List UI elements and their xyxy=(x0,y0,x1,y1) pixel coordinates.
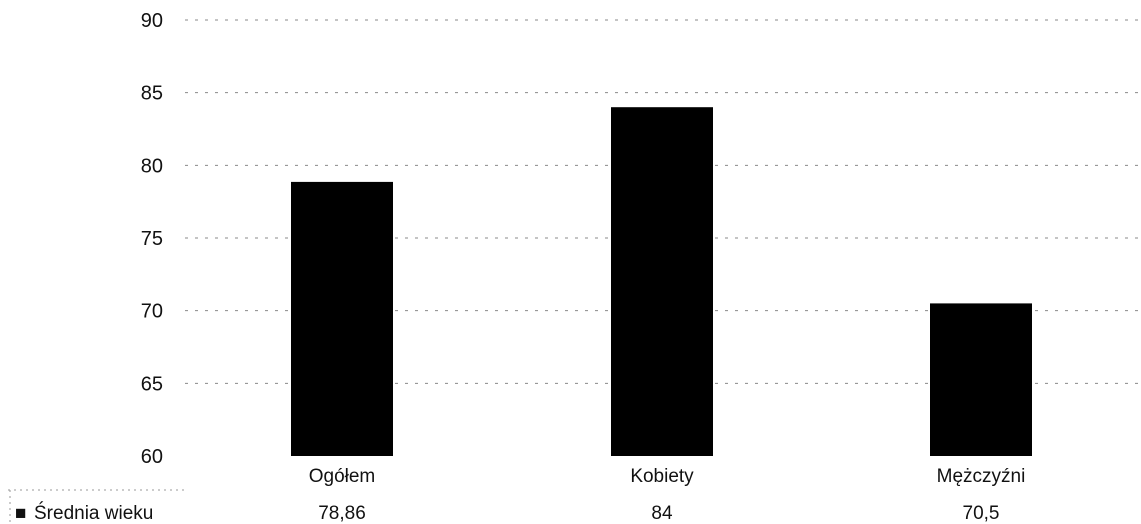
y-tick-label: 60 xyxy=(141,446,163,468)
y-tick-label: 70 xyxy=(141,301,163,323)
data-table-value: 78,86 xyxy=(318,503,366,524)
data-table-value: 70,5 xyxy=(963,503,1000,524)
legend-marker: ■ xyxy=(15,503,26,524)
y-tick-label: 80 xyxy=(141,155,163,177)
y-axis-ticks: 60 65 70 75 80 85 90 xyxy=(141,10,163,468)
data-table-value: 84 xyxy=(651,503,673,524)
bar xyxy=(291,181,393,456)
category-labels: Ogółem Kobiety Mężczyźni xyxy=(309,466,1026,487)
bar xyxy=(611,107,713,456)
y-tick-label: 65 xyxy=(141,373,163,395)
category-label: Mężczyźni xyxy=(937,466,1026,487)
y-tick-label: 90 xyxy=(141,10,163,32)
category-label: Kobiety xyxy=(630,466,694,487)
data-table: ■ Średnia wieku xyxy=(8,489,185,524)
value-labels: 78,86 84 70,5 xyxy=(318,503,999,524)
legend-series-name: Średnia wieku xyxy=(34,502,153,524)
category-label: Ogółem xyxy=(309,466,376,487)
y-tick-label: 85 xyxy=(141,83,163,105)
bars xyxy=(291,107,1032,456)
y-tick-label: 75 xyxy=(141,228,163,250)
bar xyxy=(930,303,1032,456)
